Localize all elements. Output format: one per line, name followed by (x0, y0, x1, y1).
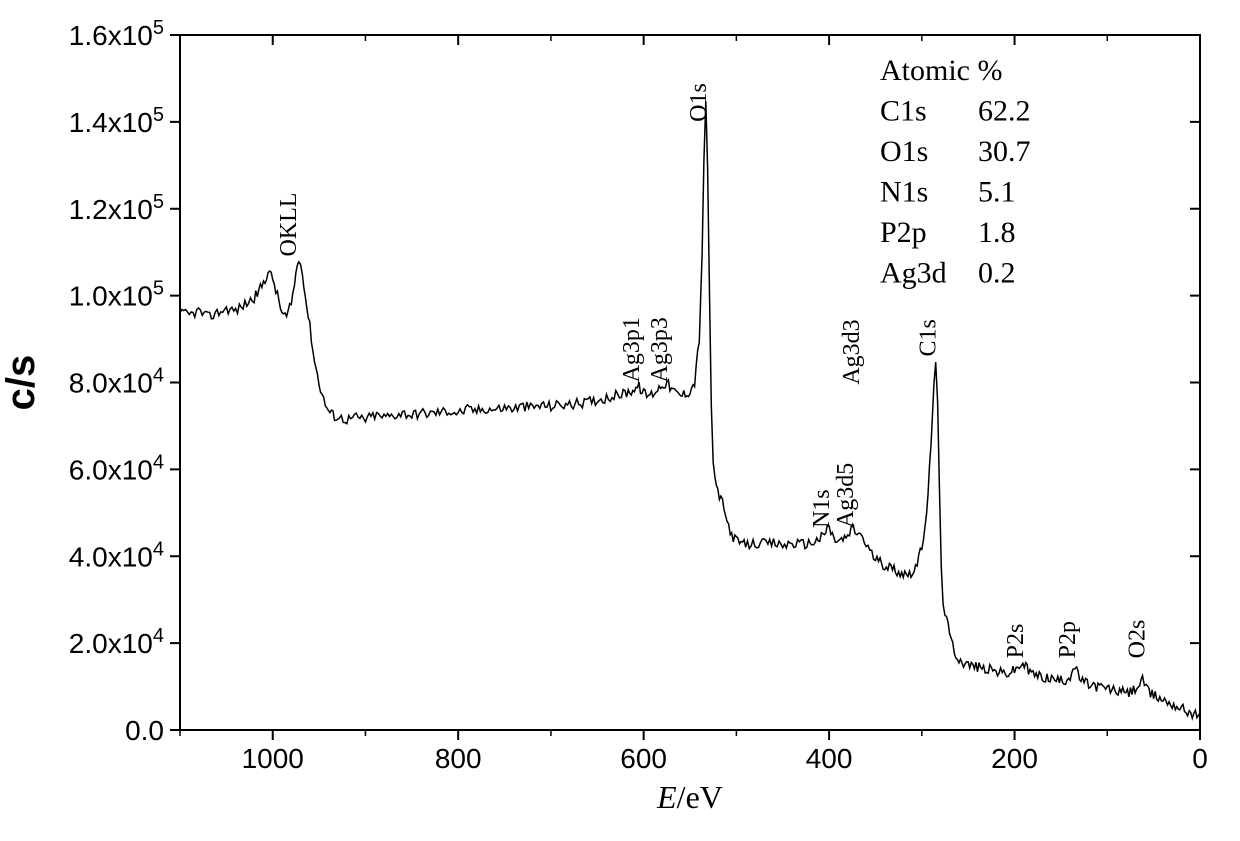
svg-text:P2s: P2s (1003, 624, 1029, 659)
svg-text:400: 400 (806, 743, 853, 774)
svg-text:2.0x104: 2.0x104 (69, 625, 164, 659)
svg-text:Ag3p1: Ag3p1 (619, 317, 645, 382)
svg-text:1.0x105: 1.0x105 (69, 278, 164, 312)
svg-text:O2s: O2s (1124, 620, 1150, 659)
svg-text:Ag3p3: Ag3p3 (647, 317, 673, 382)
svg-text:200: 200 (991, 743, 1038, 774)
svg-text:6.0x104: 6.0x104 (69, 451, 164, 485)
svg-text:62.2: 62.2 (978, 95, 1031, 128)
svg-text:Ag3d5: Ag3d5 (833, 463, 859, 528)
svg-text:O1s: O1s (686, 83, 712, 122)
svg-text:C1s: C1s (916, 319, 942, 356)
svg-text:1000: 1000 (242, 743, 304, 774)
svg-text:30.7: 30.7 (978, 135, 1031, 168)
svg-text:Ag3d: Ag3d (880, 257, 947, 290)
svg-text:Ag3d3: Ag3d3 (839, 319, 865, 384)
svg-text:1.4x105: 1.4x105 (69, 104, 164, 138)
svg-text:C1s: C1s (880, 95, 927, 128)
svg-text:O1s: O1s (880, 135, 928, 168)
svg-text:1.6x105: 1.6x105 (69, 17, 164, 51)
svg-text:0: 0 (1192, 743, 1208, 774)
svg-text:OKLL: OKLL (276, 193, 302, 257)
svg-text:4.0x104: 4.0x104 (69, 538, 164, 572)
xps-spectrum-chart: 0 200 400 600 800 1000 0.0 2.0x104 4.0x104 6.0x10… (0, 0, 1240, 841)
chart-svg: 0 200 400 600 800 1000 0.0 2.0x104 4.0x104 6.0x10… (0, 0, 1240, 841)
svg-text:c/s: c/s (0, 355, 43, 411)
svg-text:E/eV: E/eV (656, 779, 723, 815)
svg-text:1.2x105: 1.2x105 (69, 191, 164, 225)
svg-text:N1s: N1s (880, 176, 928, 209)
svg-text:800: 800 (435, 743, 482, 774)
svg-text:0.0: 0.0 (125, 715, 164, 746)
svg-text:P2p: P2p (880, 216, 927, 249)
svg-text:P2p: P2p (1055, 621, 1081, 658)
svg-text:N1s: N1s (809, 489, 835, 528)
svg-text:8.0x104: 8.0x104 (69, 365, 164, 399)
svg-text:0.2: 0.2 (978, 257, 1016, 290)
svg-text:600: 600 (620, 743, 667, 774)
svg-text:5.1: 5.1 (978, 176, 1016, 209)
svg-text:Atomic %: Atomic % (880, 54, 1002, 87)
svg-text:1.8: 1.8 (978, 216, 1016, 249)
